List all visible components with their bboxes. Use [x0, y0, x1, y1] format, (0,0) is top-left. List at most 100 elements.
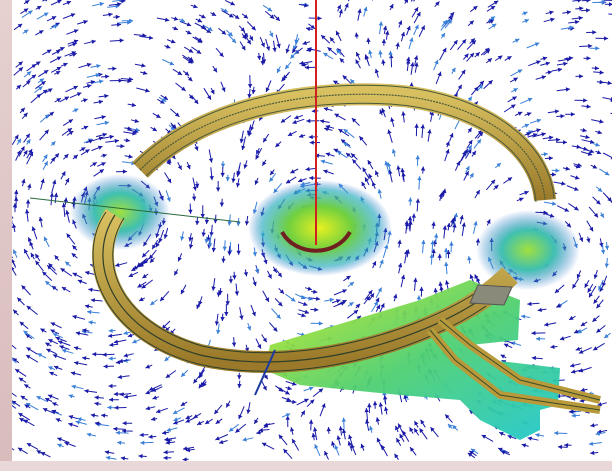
field-arrow-head	[41, 179, 45, 184]
field-arrow-head	[71, 371, 75, 375]
field-arrow-head	[112, 67, 116, 71]
field-arrow-head	[468, 128, 472, 133]
field-arrow-head	[330, 298, 334, 302]
field-arrow-head	[571, 369, 575, 373]
field-arrow-head	[310, 140, 314, 144]
field-arrow-head	[65, 210, 69, 214]
field-arrow-head	[23, 331, 28, 335]
field-arrow-head	[205, 220, 209, 224]
field-arrow-head	[232, 275, 236, 279]
field-arrow-head	[337, 436, 341, 440]
field-arrow-head	[586, 238, 590, 242]
field-arrow-head	[140, 433, 144, 437]
field-arrow-head	[561, 181, 565, 185]
field-arrow-head	[141, 63, 145, 67]
field-arrow-head	[269, 177, 273, 182]
field-arrow-head	[100, 2, 104, 6]
field-arrow-head	[18, 24, 23, 28]
field-arrow-head	[109, 329, 113, 333]
field-arrow-head	[400, 168, 404, 172]
field-arrow-head	[224, 312, 228, 316]
field-arrow-head	[74, 361, 78, 365]
field-arrow-head	[544, 322, 548, 326]
field-arrow-head	[194, 100, 198, 105]
field-arrow-head	[85, 304, 89, 308]
field-arrow-head	[85, 271, 89, 275]
field-arrow-head	[313, 290, 317, 294]
field-arrow-head	[116, 431, 120, 435]
field-arrow-head	[308, 287, 312, 291]
field-arrow-head	[193, 186, 197, 190]
field-arrow-head	[113, 427, 117, 431]
field-arrow-head	[318, 16, 322, 20]
field-arrow-head	[26, 200, 30, 204]
field-arrow-head	[587, 104, 591, 108]
field-arrow-head	[236, 251, 240, 255]
field-arrow-head	[103, 133, 107, 137]
field-arrow-head	[124, 353, 128, 357]
field-arrow-head	[556, 138, 560, 142]
field-arrow-head	[590, 423, 594, 427]
field-arrow-head	[560, 114, 564, 118]
field-arrow-head	[108, 13, 112, 17]
field-arrow-head	[536, 337, 540, 341]
field-arrow-head	[232, 343, 236, 347]
field-arrow-head	[408, 221, 412, 225]
field-arrow-head	[74, 346, 79, 350]
field-arrow-head	[123, 169, 127, 173]
field-arrow-head	[99, 100, 103, 104]
field-arrow-head	[52, 180, 56, 185]
field-arrow-head	[595, 66, 599, 70]
field-arrow-head	[26, 134, 30, 139]
field-arrow-head	[123, 331, 128, 335]
field-arrow-head	[339, 9, 343, 13]
field-arrow-head	[164, 234, 168, 238]
field-arrow-head	[101, 115, 105, 119]
field-arrow-head	[327, 427, 331, 431]
field-arrow-head	[227, 221, 231, 225]
field-arrow-head	[583, 98, 587, 102]
field-arrow-head	[413, 278, 417, 282]
field-arrow-head	[421, 124, 425, 128]
field-arrow-head	[444, 248, 448, 252]
field-arrow-head	[240, 139, 244, 143]
field-arrow-head	[120, 144, 124, 148]
field-arrow-head	[321, 160, 325, 164]
field-arrow-head	[468, 97, 472, 102]
field-arrow-head	[546, 62, 550, 66]
field-arrow-head	[82, 356, 86, 360]
field-arrow-head	[91, 413, 95, 417]
field-arrow-head	[357, 9, 361, 13]
field-arrow-head	[419, 287, 423, 291]
field-arrow-head	[313, 427, 317, 431]
field-arrow-head	[76, 420, 80, 424]
field-arrow-head	[174, 17, 179, 21]
field-arrow-head	[408, 216, 412, 220]
field-arrow-head	[331, 441, 335, 445]
field-arrow-head	[417, 176, 421, 180]
field-arrow-head	[229, 279, 233, 283]
field-arrow-head	[309, 176, 313, 180]
field-arrow-head	[167, 428, 171, 432]
field-arrow-head	[281, 119, 286, 123]
field-arrow-head	[14, 197, 18, 201]
field-arrow-head	[382, 39, 386, 43]
field-arrow-head	[316, 297, 320, 301]
field-arrow-head	[396, 166, 400, 170]
field-arrow-head	[549, 11, 553, 15]
field-hotspot-center	[248, 180, 392, 276]
field-arrow-head	[189, 244, 193, 248]
field-arrow-head	[12, 224, 16, 228]
field-arrow-head	[140, 441, 144, 445]
field-arrow-head	[579, 6, 583, 10]
field-arrow-head	[278, 273, 282, 278]
field-arrow-head	[26, 139, 30, 144]
field-arrow-head	[197, 50, 202, 54]
field-arrow-head	[567, 10, 571, 14]
field-arrow-head	[378, 50, 382, 54]
field-arrow-head	[69, 415, 74, 419]
field-arrow-head	[115, 263, 119, 267]
field-arrow-head	[601, 250, 605, 254]
field-arrow-head	[383, 395, 387, 399]
